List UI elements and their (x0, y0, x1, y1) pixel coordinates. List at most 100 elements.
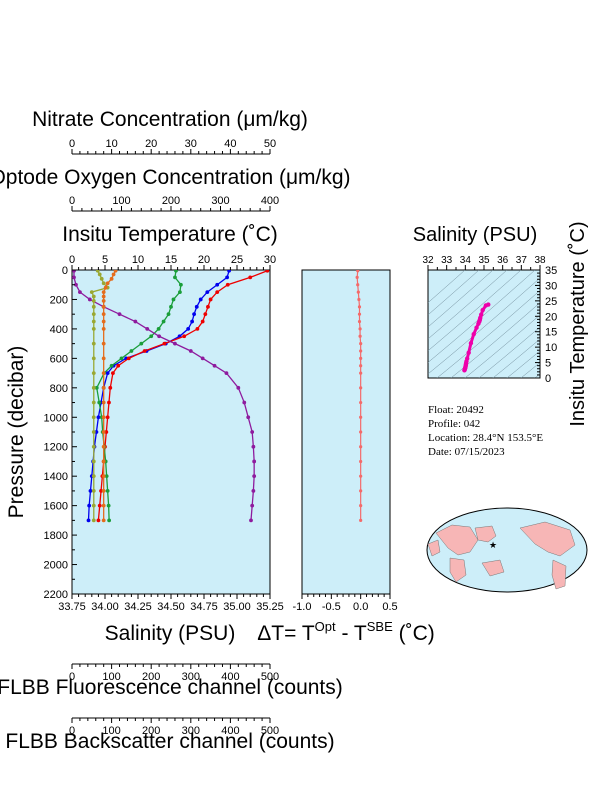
backscatter-point (101, 341, 106, 346)
fluorescence-point (91, 294, 96, 299)
fluorescence-tick-label: 300 (182, 671, 200, 683)
salinity-point (162, 341, 167, 346)
ts-temperature-tick-label: 35 (545, 265, 557, 277)
nitrate-point (87, 297, 92, 302)
ts-temperature-tick-label: 5 (545, 358, 551, 370)
ts-salinity-axis-title: Salinity (PSU) (413, 224, 537, 246)
fluorescence-point (91, 444, 96, 449)
backscatter-point (103, 285, 108, 290)
pressure-axis-title: Pressure (decibar) (5, 346, 28, 519)
nitrate-point (157, 334, 162, 339)
fluorescence-tick-label: 0 (69, 671, 75, 683)
density-isoline (428, 270, 508, 340)
fluorescence-point (91, 319, 96, 324)
salinity-point (206, 304, 210, 309)
density-isoline (492, 338, 540, 378)
salinity-point (104, 430, 109, 434)
pressure-tick-label: 2000 (44, 560, 68, 572)
delta-t-tick-label: -0.5 (322, 601, 341, 613)
fluorescence-tick-label: 100 (102, 671, 120, 683)
salinity-point (105, 415, 110, 420)
density-isoline (436, 290, 540, 378)
nitrate-point (74, 282, 78, 287)
backscatter-point (101, 430, 106, 434)
salinity-point (215, 290, 220, 294)
land-mass (427, 539, 441, 557)
salinity-tick-label: 35.00 (223, 601, 251, 613)
delta_t-point (355, 275, 359, 279)
delta_t-point (359, 400, 363, 405)
backscatter-point (101, 385, 106, 390)
pressure-tick-label: 800 (50, 383, 68, 395)
backscatter-point (113, 270, 118, 273)
nitrate-point (72, 275, 76, 280)
nitrate-point (212, 363, 217, 368)
fluorescence-point (91, 430, 96, 434)
nitrate-point (242, 400, 247, 405)
delta_t-point (359, 445, 363, 449)
temperature-point (192, 312, 197, 317)
fluorescence-point (91, 459, 96, 464)
nitrate-axis-title: Nitrate Concentration (μm/kg) (32, 108, 308, 131)
backscatter-point (101, 290, 106, 294)
delta_t-point (356, 270, 360, 273)
delta_t-point (358, 334, 362, 338)
fluorescence-point (97, 272, 102, 277)
density-isoline (450, 302, 540, 378)
delta_t-point (359, 342, 363, 346)
backscatter-point (101, 459, 106, 464)
nitrate-point (249, 518, 253, 523)
pressure-tick-label: 600 (50, 353, 68, 365)
backscatter-point (111, 272, 116, 277)
ts-point (468, 340, 474, 346)
oxygen-point (169, 304, 173, 309)
oxygen-point (156, 327, 161, 331)
delta-t-tick-label: -1.0 (293, 601, 312, 613)
backscatter-point (101, 319, 106, 324)
nitrate-point (145, 327, 150, 331)
backscatter-point (105, 281, 110, 286)
delta_t-point (359, 371, 363, 375)
ts-temperature-tick-label: 25 (545, 296, 557, 308)
salinity-point (200, 319, 205, 324)
oxygen-point (106, 503, 111, 508)
delta-t-tick-label: 0.5 (382, 601, 397, 613)
salinity-point (97, 503, 102, 508)
ts-point (476, 321, 481, 326)
land-mass (519, 521, 576, 557)
oxygen-tick-label: 100 (112, 195, 130, 207)
nitrate-point (173, 341, 177, 346)
star-marker-icon: ★ (489, 540, 497, 550)
temperature-axis: 0 5 10 15 20 25 30 (69, 254, 276, 270)
land-mass (551, 559, 567, 590)
delta-t-series (355, 270, 363, 522)
land-mass (474, 525, 497, 543)
temperature-tick-label: 20 (198, 254, 210, 266)
salinity-point (126, 356, 131, 361)
delta_t-point (357, 305, 362, 309)
backscatter-point (101, 356, 106, 361)
backscatter-tick-label: 0 (69, 725, 75, 737)
info-location: Location: 28.4°N 153.5°E (428, 432, 543, 444)
delta_t-point (359, 386, 363, 390)
temperature-point (86, 518, 91, 523)
delta-t-tick-label: 0.0 (353, 601, 368, 613)
fluorescence-point (99, 276, 104, 281)
nitrate-point (250, 430, 255, 434)
ts-density-isolines (428, 262, 612, 382)
nitrate-point (188, 349, 193, 353)
salinity-point (225, 282, 230, 287)
nitrate-point (72, 270, 76, 273)
density-isoline (600, 262, 612, 382)
backscatter-point (101, 371, 106, 375)
temperature-tick-label: 25 (231, 254, 243, 266)
delta_t-point (357, 319, 362, 324)
ts-temperature-tick-label: 0 (545, 373, 551, 385)
fluorescence-tick-label: 200 (142, 671, 160, 683)
delta_t-point (359, 459, 363, 464)
oxygen-point (97, 400, 102, 405)
temperature-point (186, 327, 191, 331)
ts-salinity-tick-label: 36 (497, 255, 509, 266)
backscatter-point (101, 503, 106, 508)
density-isoline (586, 262, 612, 382)
